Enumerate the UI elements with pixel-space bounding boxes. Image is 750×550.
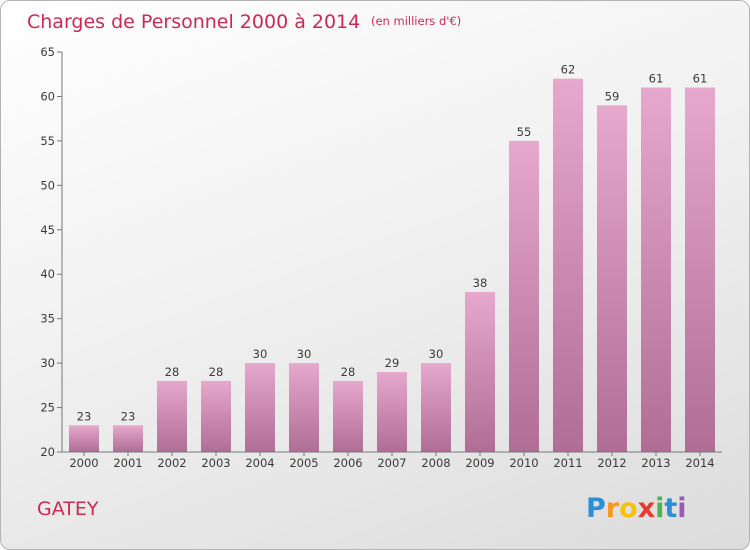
bar-2001 (113, 425, 143, 452)
value-label-2004: 30 (253, 347, 268, 361)
bar-2007 (377, 372, 407, 452)
place-name: GATEY (37, 498, 99, 520)
bar-2011 (553, 78, 583, 453)
value-label-2003: 28 (209, 365, 224, 379)
bar-2006 (333, 380, 363, 452)
logo-letter: P (586, 493, 606, 524)
value-label-2005: 30 (297, 347, 312, 361)
value-label-2009: 38 (473, 276, 488, 290)
value-label-2012: 59 (605, 89, 620, 103)
bar-2012 (597, 105, 627, 452)
value-label-2002: 28 (165, 365, 180, 379)
y-tick-label-55: 55 (40, 134, 55, 148)
x-tick-label-2001: 2001 (113, 456, 142, 470)
x-tick-label-2004: 2004 (245, 456, 274, 470)
y-tick-label-40: 40 (40, 267, 55, 281)
bar-2013 (641, 87, 671, 453)
y-tick-label-50: 50 (40, 178, 55, 192)
proxiti-logo: Proxiti (586, 493, 687, 524)
chart-title: Charges de Personnel 2000 à 2014 (27, 11, 360, 33)
x-tick-label-2005: 2005 (289, 456, 318, 470)
y-tick-label-65: 65 (40, 45, 55, 59)
value-label-2010: 55 (517, 125, 532, 139)
value-label-2000: 23 (77, 409, 92, 423)
axes-layer: 2000 2001 2002 2003 2004 2005 2006 2007 2008 2009… (40, 45, 722, 470)
bar-2008 (421, 363, 451, 452)
value-label-2008: 30 (429, 347, 444, 361)
logo-letter: i (655, 493, 664, 524)
logo-letter: i (677, 493, 686, 524)
bars-layer: 23 23 28 28 30 30 28 29 30 38 55 62 59 61 61 (69, 63, 715, 453)
x-tick-label-2012: 2012 (597, 456, 626, 470)
x-tick-label-2008: 2008 (421, 456, 450, 470)
y-tick-label-25: 25 (40, 401, 55, 415)
bar-2005 (289, 363, 319, 452)
x-tick-label-2013: 2013 (641, 456, 670, 470)
bar-2002 (157, 380, 187, 452)
bar-2009 (465, 292, 495, 452)
logo-letter: x (638, 493, 655, 524)
y-tick-label-30: 30 (40, 356, 55, 370)
x-tick-label-2002: 2002 (157, 456, 186, 470)
chart-subtitle: (en milliers d'€) (371, 14, 461, 28)
value-label-2011: 62 (561, 63, 576, 77)
x-tick-label-2003: 2003 (201, 456, 230, 470)
y-tick-label-20: 20 (40, 445, 55, 459)
value-label-2007: 29 (385, 356, 400, 370)
bar-2010 (509, 140, 539, 452)
x-tick-label-2007: 2007 (377, 456, 406, 470)
logo-letter: r (606, 493, 620, 524)
y-tick-label-35: 35 (40, 312, 55, 326)
x-tick-label-2011: 2011 (553, 456, 582, 470)
value-label-2001: 23 (121, 409, 136, 423)
x-tick-label-2009: 2009 (465, 456, 494, 470)
value-label-2013: 61 (649, 72, 664, 86)
y-tick-label-45: 45 (40, 223, 55, 237)
x-tick-label-2006: 2006 (333, 456, 362, 470)
bar-2003 (201, 380, 231, 452)
bar-2000 (69, 425, 99, 452)
y-tick-label-60: 60 (40, 89, 55, 103)
bar-2014 (685, 87, 715, 453)
value-label-2006: 28 (341, 365, 356, 379)
x-tick-label-2010: 2010 (509, 456, 538, 470)
logo-letter: o (619, 493, 638, 524)
x-tick-label-2014: 2014 (685, 456, 714, 470)
x-tick-label-2000: 2000 (69, 456, 98, 470)
logo-letter: t (664, 493, 677, 524)
bar-2004 (245, 363, 275, 452)
value-label-2014: 61 (693, 72, 708, 86)
